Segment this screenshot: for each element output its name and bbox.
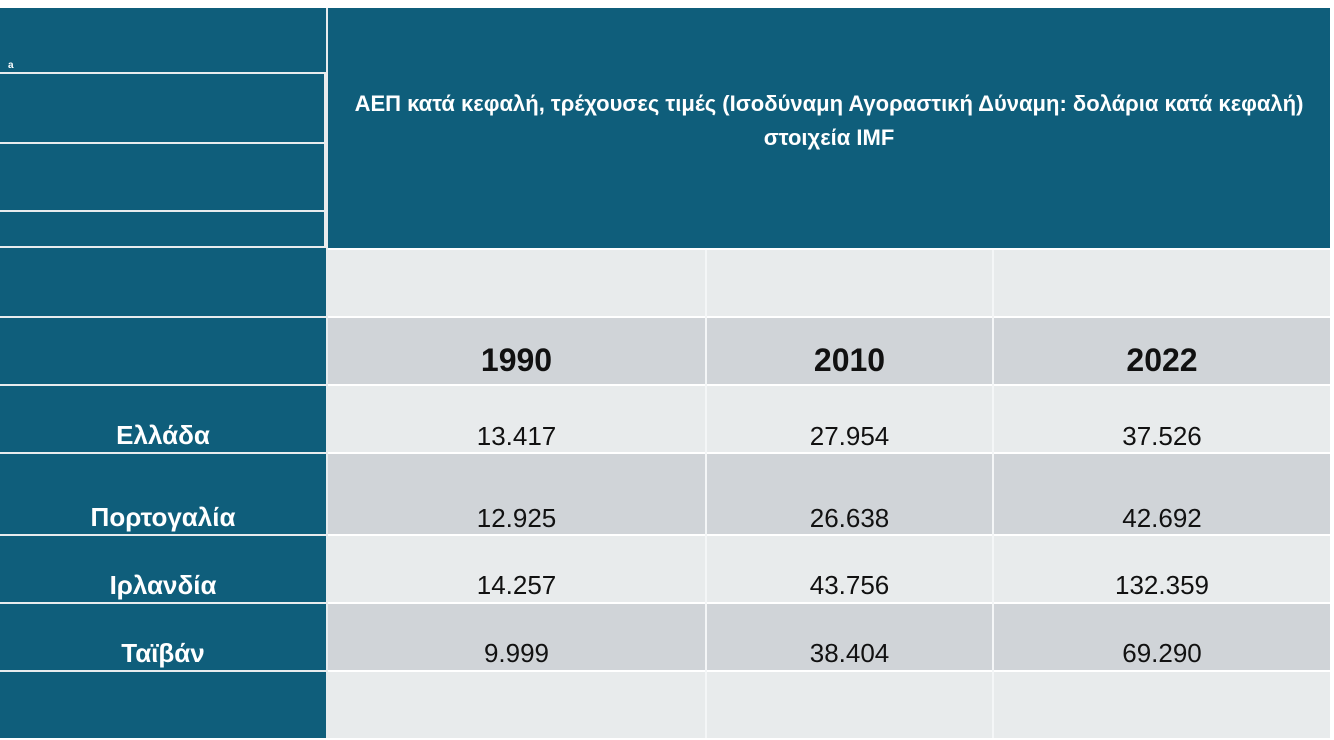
country-label: Πορτογαλία (90, 502, 236, 532)
year-header: 1990 (480, 342, 553, 378)
table-cell: 12.925 (476, 503, 557, 533)
table-cell: 9.999 (483, 638, 550, 668)
table-cell: 69.290 (1122, 638, 1202, 668)
empty-band-bottom (328, 672, 1330, 738)
table-cell: 37.526 (1122, 421, 1202, 451)
table-row (328, 454, 1330, 534)
divider (0, 670, 326, 672)
column-divider (992, 250, 994, 738)
column-divider (326, 8, 328, 738)
country-label: Ελλάδα (116, 420, 210, 450)
divider (0, 534, 326, 536)
divider (0, 142, 324, 144)
table-cell: 26.638 (809, 503, 890, 533)
table-cell: 14.257 (476, 570, 557, 600)
divider (0, 316, 326, 318)
country-label: Ταϊβάν (121, 638, 205, 668)
column-divider (705, 250, 707, 738)
divider (0, 452, 326, 454)
table-cell: 132.359 (1115, 570, 1209, 600)
table-row (328, 386, 1330, 452)
table-row (328, 536, 1330, 602)
corner-mark: a (8, 60, 14, 71)
top-left-box-border (0, 72, 326, 248)
divider (0, 602, 326, 604)
table-title: ΑΕΠ κατά κεφαλή, τρέχουσες τιμές (Ισοδύν… (328, 8, 1330, 248)
table-cell: 43.756 (809, 570, 890, 600)
table-cell: 27.954 (809, 421, 890, 451)
table-row (328, 604, 1330, 670)
year-header: 2022 (1126, 342, 1198, 378)
country-label: Ιρλανδία (109, 570, 217, 600)
divider (0, 210, 324, 212)
year-header: 2010 (813, 342, 886, 378)
table-cell: 42.692 (1122, 503, 1202, 533)
year-header-band (328, 318, 1330, 384)
divider (0, 384, 326, 386)
empty-band-top (328, 250, 1330, 316)
row-label-column (0, 8, 326, 738)
table-cell: 38.404 (809, 638, 890, 668)
table-cell: 13.417 (476, 421, 557, 451)
